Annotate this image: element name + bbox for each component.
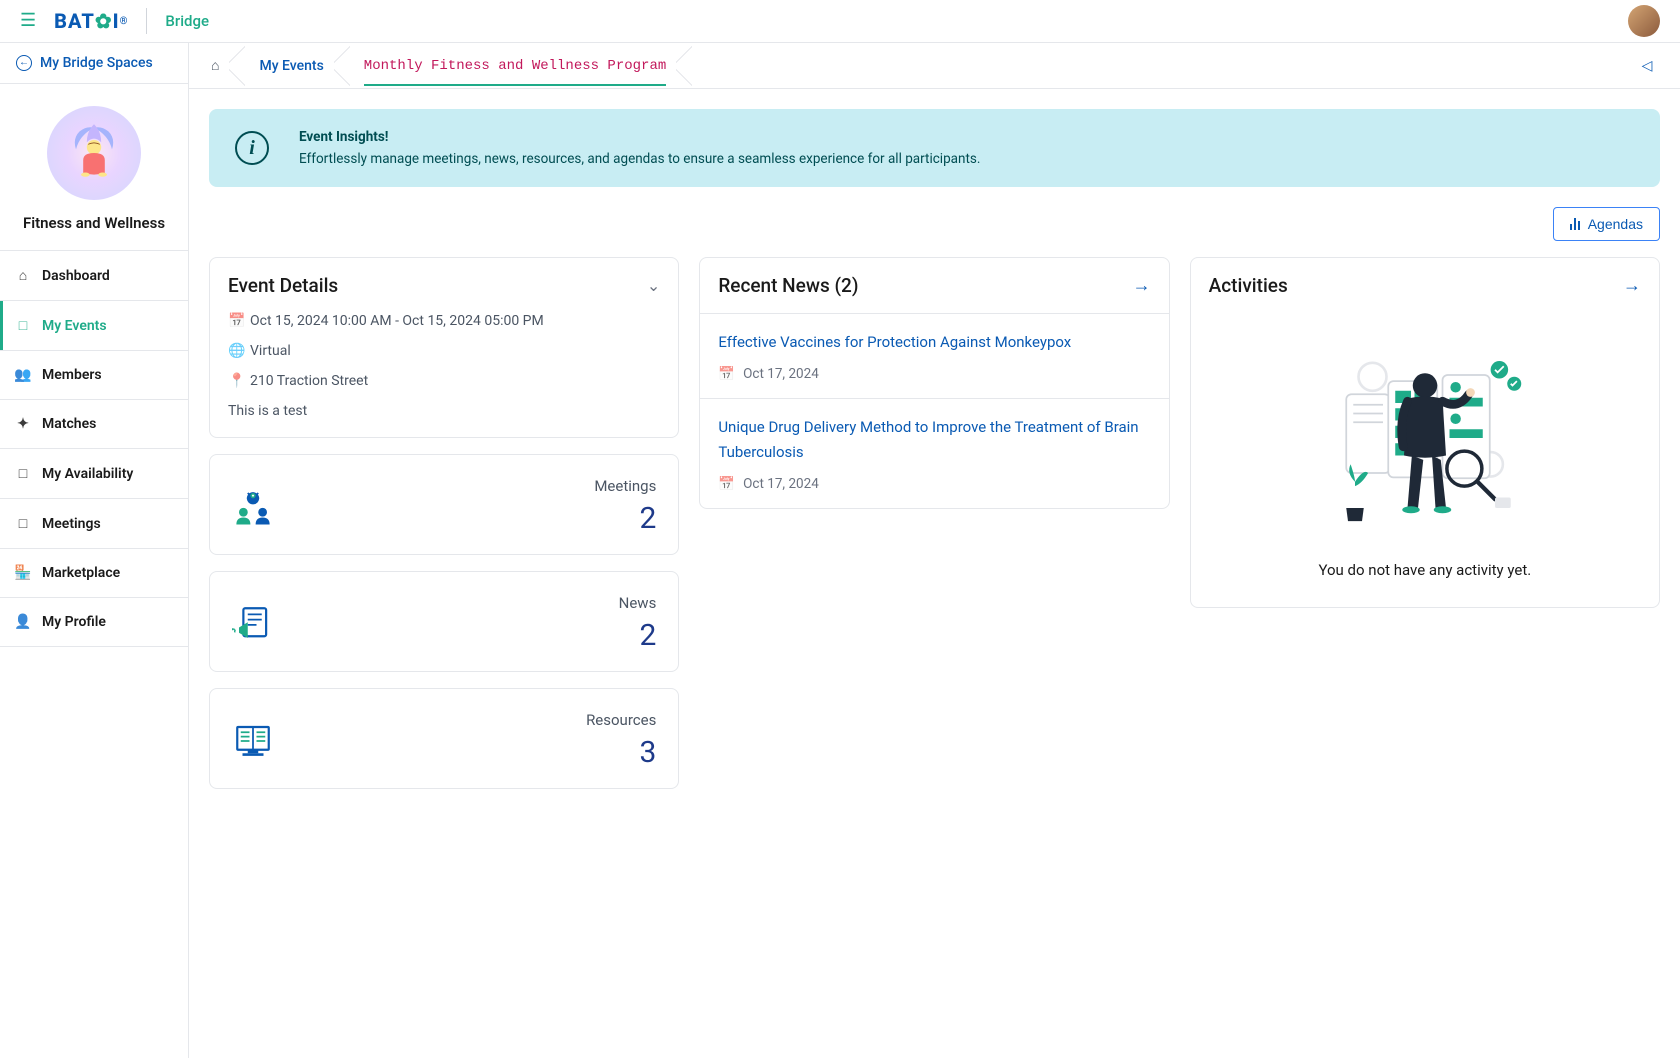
calendar-icon: 📅 [228,313,242,329]
info-icon: i [235,131,269,165]
top-header: ☰ BAT✿I® Bridge [0,0,1680,43]
calendar-icon: □ [14,515,32,532]
menu-toggle-icon[interactable]: ☰ [20,12,36,30]
matches-icon: ✦ [14,416,32,432]
globe-icon: 🌐 [228,343,242,359]
logo-reg: ® [120,16,129,27]
stat-meetings[interactable]: Meetings 2 [209,454,679,555]
agendas-button[interactable]: Agendas [1553,207,1660,241]
members-icon: 👥 [14,367,32,383]
agendas-icon [1570,218,1580,230]
home-icon: ⌂ [211,57,219,74]
stat-label: Meetings [594,477,656,495]
crumb-home[interactable]: ⌂ [207,43,237,89]
recent-news-header: Recent News (2) → [700,258,1168,313]
nav-dashboard[interactable]: ⌂Dashboard [0,251,188,300]
activities-header: Activities → [1191,258,1659,313]
space-name: Fitness and Wellness [10,214,178,232]
stat-value: 2 [594,501,656,536]
col-event-details: Event Details ⌄ 📅Oct 15, 2024 10:00 AM -… [209,257,679,789]
recent-news-title: Recent News (2) [718,274,858,297]
calendar-icon: 📅 [718,476,735,492]
stat-value: 2 [619,618,657,653]
home-icon: ⌂ [14,267,32,284]
nav-availability[interactable]: □My Availability [0,449,188,498]
event-details-header: Event Details ⌄ [210,258,678,313]
resources-icon [232,720,274,762]
store-icon: 🏪 [14,565,32,581]
arrow-right-icon[interactable]: → [1623,277,1641,295]
logo-text-2: I [113,9,120,33]
stat-news[interactable]: News 2 [209,571,679,672]
event-details-body: 📅Oct 15, 2024 10:00 AM - Oct 15, 2024 05… [210,313,678,437]
info-banner: i Event Insights! Effortlessly manage me… [209,109,1660,187]
collapse-icon[interactable]: ◁ [1632,51,1662,81]
crumb-my-events[interactable]: My Events [241,43,341,89]
meetings-icon [232,486,274,528]
news-icon [232,603,274,645]
back-to-spaces[interactable]: ← My Bridge Spaces [0,43,188,84]
event-mode: 🌐Virtual [228,343,660,359]
location-icon: 📍 [228,373,242,389]
nav-my-events[interactable]: □My Events [0,301,188,350]
stat-value: 3 [586,735,656,770]
activities-card: Activities → [1190,257,1660,608]
sidebar: ← My Bridge Spaces Fitness and Wellness … [0,43,189,1058]
nav-marketplace[interactable]: 🏪Marketplace [0,549,188,597]
event-description: This is a test [228,403,660,419]
news-item: Effective Vaccines for Protection Agains… [700,313,1168,398]
space-avatar [47,106,141,200]
nav-meetings[interactable]: □Meetings [0,499,188,548]
stat-label: News [619,594,657,612]
arrow-right-icon[interactable]: → [1133,277,1151,295]
toolbar: Agendas [209,207,1660,241]
nav-profile[interactable]: 👤My Profile [0,598,188,646]
content: i Event Insights! Effortlessly manage me… [189,89,1680,809]
back-arrow-icon: ← [16,55,32,71]
logo-leaf-icon: ✿ [95,9,113,33]
breadcrumb: ⌂ My Events Monthly Fitness and Wellness… [189,43,1680,89]
news-date: 📅Oct 17, 2024 [718,476,1150,492]
chevron-down-icon[interactable]: ⌄ [647,276,660,295]
user-avatar[interactable] [1628,5,1660,37]
stat-label: Resources [586,711,656,729]
logo-text-1: BAT [54,9,95,33]
crumb-current: Monthly Fitness and Wellness Program [346,43,684,89]
news-item: Unique Drug Delivery Method to Improve t… [700,398,1168,508]
main: ⌂ My Events Monthly Fitness and Wellness… [189,43,1680,1058]
calendar-icon: □ [14,317,32,334]
calendar-icon: 📅 [718,366,735,382]
event-address: 📍210 Traction Street [228,373,660,389]
activities-body: You do not have any activity yet. [1191,313,1659,607]
app-name[interactable]: Bridge [165,12,209,30]
nav-matches[interactable]: ✦Matches [0,400,188,448]
activities-title: Activities [1209,274,1288,297]
banner-title: Event Insights! [299,129,980,145]
back-label: My Bridge Spaces [40,55,153,71]
banner-desc: Effortlessly manage meetings, news, reso… [299,151,980,167]
logo[interactable]: BAT✿I® [54,9,128,33]
calendar-icon: □ [14,465,32,482]
sidebar-nav: ⌂Dashboard □My Events 👥Members ✦Matches … [0,251,188,647]
event-details-title: Event Details [228,274,338,297]
activities-illustration [1320,333,1530,543]
news-date: 📅Oct 17, 2024 [718,366,1150,382]
activities-empty-text: You do not have any activity yet. [1209,561,1641,579]
event-datetime: 📅Oct 15, 2024 10:00 AM - Oct 15, 2024 05… [228,313,660,329]
news-link[interactable]: Unique Drug Delivery Method to Improve t… [718,415,1150,466]
nav-members[interactable]: 👥Members [0,351,188,399]
user-icon: 👤 [14,614,32,630]
event-details-card: Event Details ⌄ 📅Oct 15, 2024 10:00 AM -… [209,257,679,438]
logo-divider [146,8,147,34]
space-header: Fitness and Wellness [0,84,188,251]
recent-news-card: Recent News (2) → Effective Vaccines for… [699,257,1169,509]
content-grid: Event Details ⌄ 📅Oct 15, 2024 10:00 AM -… [209,257,1660,789]
stat-resources[interactable]: Resources 3 [209,688,679,789]
news-link[interactable]: Effective Vaccines for Protection Agains… [718,330,1150,356]
